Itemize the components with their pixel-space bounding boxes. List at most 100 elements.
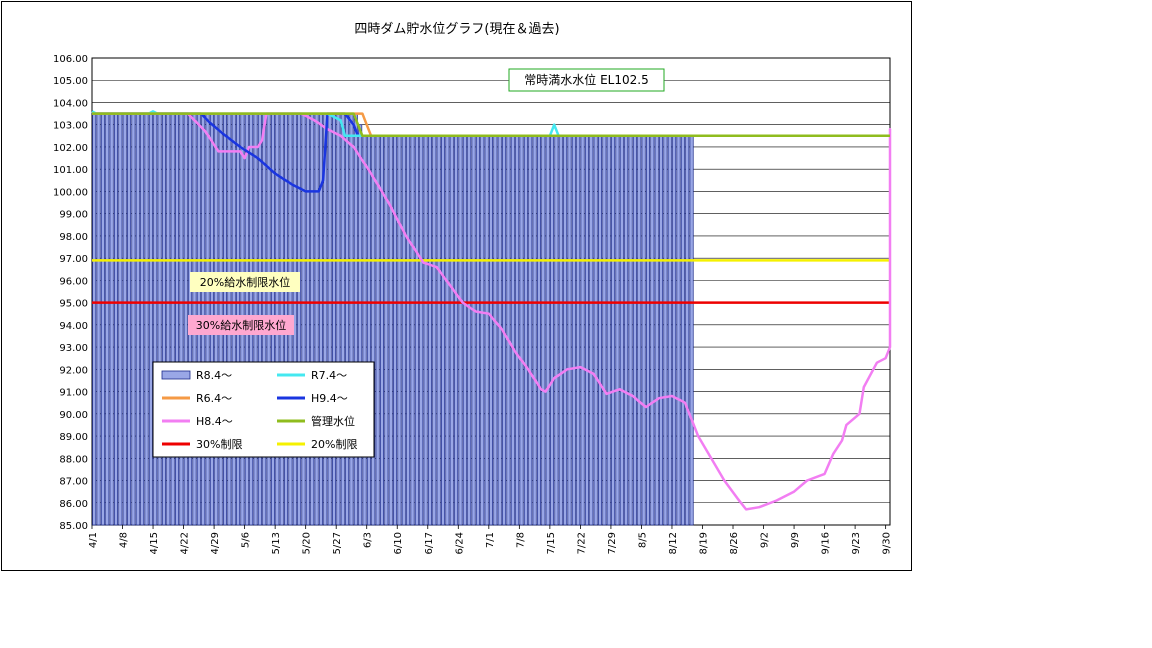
bar	[314, 113, 319, 526]
bar	[576, 135, 581, 526]
bar	[615, 135, 620, 526]
bar	[406, 135, 411, 526]
bar	[441, 135, 446, 526]
x-tick-label: 9/2	[760, 532, 771, 548]
bar	[602, 135, 607, 526]
bar	[458, 135, 463, 526]
legend: R8.4～ R7.4～ R6.4～ H9.4～ H8.4～ 管理水位 30%制限 20%制限	[152, 361, 375, 458]
bar	[528, 135, 533, 526]
y-tick-label: 102.00	[53, 143, 88, 154]
bar	[545, 135, 550, 526]
bar	[305, 113, 310, 526]
bar	[558, 135, 563, 526]
x-tick-label: 6/24	[454, 532, 465, 554]
bar	[362, 135, 367, 526]
y-tick-label: 105.00	[53, 76, 88, 87]
x-tick-label: 4/22	[180, 532, 191, 554]
y-tick-label: 97.00	[59, 254, 88, 265]
bar	[179, 113, 184, 526]
x-tick-label: 5/27	[332, 532, 343, 554]
bar	[554, 135, 559, 526]
bar	[497, 135, 502, 526]
y-tick-label: 92.00	[59, 365, 88, 376]
x-tick-label: 5/13	[271, 532, 282, 554]
bar	[593, 135, 598, 526]
bar	[628, 135, 633, 526]
chart-frame: 四時ダム貯水位グラフ(現在＆過去) 85.00 86.00 87.00 88.00 89…	[1, 1, 912, 571]
bar	[118, 113, 123, 526]
bar	[519, 135, 524, 526]
bar	[580, 135, 585, 526]
bar	[96, 113, 101, 526]
bar	[563, 135, 568, 526]
bar	[523, 135, 528, 526]
legend-label: 30%制限	[196, 438, 242, 451]
bar	[436, 135, 441, 526]
bar	[467, 135, 472, 526]
y-tick-label: 89.00	[59, 432, 88, 443]
bar	[301, 113, 306, 526]
bar	[471, 135, 476, 526]
bar	[401, 135, 406, 526]
x-tick-label: 4/29	[210, 532, 221, 554]
bar	[127, 113, 132, 526]
bar	[654, 135, 659, 526]
bar	[680, 135, 685, 526]
bar	[550, 135, 555, 526]
bar	[340, 113, 345, 526]
annotation-text: 20%給水制限水位	[200, 275, 290, 289]
y-tick-label: 93.00	[59, 343, 88, 354]
bar	[667, 135, 672, 526]
bar	[632, 135, 637, 526]
bar	[567, 135, 572, 526]
y-tick-label: 88.00	[59, 454, 88, 465]
bar	[506, 135, 511, 526]
bar	[637, 135, 642, 526]
x-tick-label: 4/1	[88, 532, 99, 548]
bar	[170, 113, 175, 526]
bar	[645, 135, 650, 526]
bar	[619, 135, 624, 526]
bar	[105, 113, 110, 526]
bar	[419, 135, 424, 526]
bar	[584, 135, 589, 526]
x-tick-label: 4/15	[149, 532, 160, 554]
bar	[388, 135, 393, 526]
bar	[454, 135, 459, 526]
bar	[484, 135, 489, 526]
bar	[659, 135, 664, 526]
legend-label: 管理水位	[311, 414, 355, 428]
y-tick-label: 94.00	[59, 321, 88, 332]
bar	[423, 135, 428, 526]
bar	[650, 135, 655, 526]
bar	[676, 135, 681, 526]
bar	[122, 113, 127, 526]
annotation-box	[508, 68, 665, 92]
bar	[100, 113, 105, 526]
bar	[384, 135, 389, 526]
legend-label: R7.4～	[311, 369, 347, 382]
bar	[589, 135, 594, 526]
bar	[353, 113, 358, 526]
bar	[327, 113, 332, 526]
bar	[397, 135, 402, 526]
limit-lines	[92, 259, 890, 304]
bar	[427, 135, 432, 526]
y-tick-label: 86.00	[59, 499, 88, 510]
x-tick-label: 9/16	[821, 532, 832, 554]
bar	[606, 135, 611, 526]
bar	[624, 135, 629, 526]
y-tick-label: 85.00	[59, 521, 88, 532]
bar	[92, 113, 97, 526]
bar	[598, 135, 603, 526]
bar	[332, 113, 337, 526]
y-tick-label: 96.00	[59, 276, 88, 287]
bar	[358, 124, 363, 526]
bar	[166, 113, 171, 526]
x-tick-label: 7/8	[515, 532, 526, 548]
x-axis: 4/1 4/8 4/15 4/22 4/29 5/6 5/13 5/20 5/27 6/3 6/10…	[88, 525, 893, 554]
bar	[493, 135, 498, 526]
y-tick-label: 91.00	[59, 388, 88, 399]
bar	[153, 113, 158, 526]
bar	[510, 135, 515, 526]
